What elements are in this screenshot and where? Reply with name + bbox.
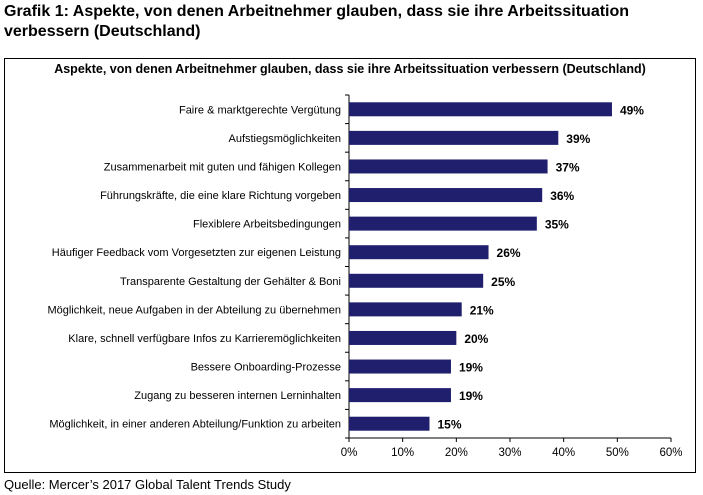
x-tick-label: 60% xyxy=(659,447,682,459)
category-label: Zusammenarbeit mit guten und fähigen Kol… xyxy=(104,161,341,173)
value-label: 20% xyxy=(464,332,488,346)
value-label: 19% xyxy=(459,389,483,403)
category-label: Möglichkeit, in einer anderen Abteilung/… xyxy=(49,419,341,431)
value-label: 21% xyxy=(470,303,494,317)
value-label: 36% xyxy=(550,189,574,203)
category-label: Möglichkeit, neue Aufgaben in der Abteil… xyxy=(47,304,341,316)
bar-chart: 0% 10% 20% 30% 40% 50% 60% Faire & marktgerecht… xyxy=(47,94,683,459)
category-label: Aufstiegsmöglichkeiten xyxy=(228,133,341,145)
value-label: 26% xyxy=(497,246,521,260)
chart-frame: Aspekte, von denen Arbeitnehmer glauben,… xyxy=(4,58,696,473)
value-label: 39% xyxy=(566,132,590,146)
category-label: Transparente Gestaltung der Gehälter & B… xyxy=(120,276,341,288)
value-label: 35% xyxy=(545,218,569,232)
x-tick-label: 10% xyxy=(391,447,414,459)
value-label: 25% xyxy=(491,275,515,289)
category-label: Flexiblere Arbeitsbedingungen xyxy=(193,219,341,231)
bar xyxy=(349,188,543,203)
value-label: 19% xyxy=(459,361,483,375)
bar xyxy=(349,159,548,174)
category-label: Klare, schnell verfügbare Infos zu Karri… xyxy=(68,333,341,345)
bar xyxy=(349,359,451,374)
bar xyxy=(349,102,612,117)
x-tick-label: 0% xyxy=(341,447,358,459)
bar xyxy=(349,245,489,260)
value-label: 15% xyxy=(438,418,462,432)
source-note: Quelle: Mercer’s 2017 Global Talent Tren… xyxy=(4,477,291,492)
category-label: Zugang zu besseren internen Lerninhalten xyxy=(134,390,341,402)
bar xyxy=(349,216,537,231)
figure-title: Grafik 1: Aspekte, von denen Arbeitnehme… xyxy=(4,3,630,40)
x-tick-label: 20% xyxy=(445,447,468,459)
x-tick-label: 30% xyxy=(498,447,521,459)
category-label: Bessere Onboarding-Prozesse xyxy=(191,362,341,374)
bar xyxy=(349,416,430,431)
bar xyxy=(349,130,559,145)
bar xyxy=(349,273,484,288)
chart-title: Aspekte, von denen Arbeitnehmer glauben,… xyxy=(54,62,646,76)
x-tick-label: 40% xyxy=(552,447,575,459)
x-tick-label: 50% xyxy=(606,447,629,459)
category-label: Häufiger Feedback vom Vorgesetzten zur e… xyxy=(52,247,341,259)
value-label: 49% xyxy=(620,103,644,117)
bar xyxy=(349,388,451,403)
category-label: Faire & marktgerechte Vergütung xyxy=(179,104,341,116)
bar xyxy=(349,330,457,345)
bar xyxy=(349,302,462,317)
category-label: Führungskräfte, die eine klare Richtung … xyxy=(100,190,341,202)
value-label: 37% xyxy=(556,160,580,174)
